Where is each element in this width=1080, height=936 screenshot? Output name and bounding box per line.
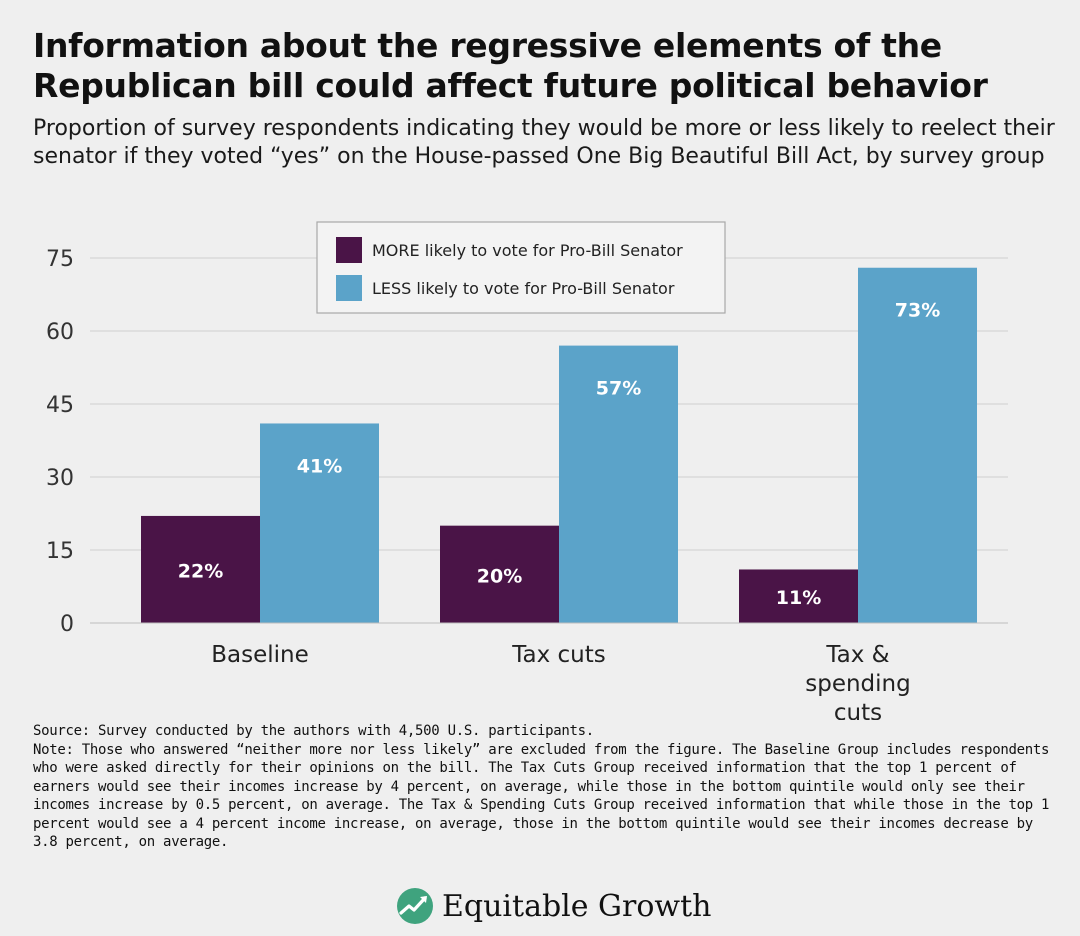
y-tick-label: 75 (46, 247, 74, 272)
legend-box (316, 221, 726, 314)
bar (559, 345, 678, 623)
legend-swatch (336, 237, 362, 263)
bar-data-label: 57% (596, 378, 641, 400)
source-note: Source: Survey conducted by the authors … (33, 723, 594, 739)
y-tick-label: 30 (46, 466, 74, 491)
bar-data-label: 20% (477, 565, 522, 587)
y-tick-label: 15 (46, 539, 74, 564)
x-category-label: Tax cuts (511, 642, 605, 668)
bar (440, 525, 559, 623)
methodology-note: Note: Those who answered “neither more n… (33, 741, 1050, 851)
bar (858, 267, 977, 623)
x-category-label: cuts (834, 700, 882, 720)
bar (260, 423, 379, 623)
y-tick-label: 60 (46, 320, 74, 345)
bar (141, 515, 260, 623)
bar-data-label: 11% (776, 587, 821, 609)
footnotes: Source: Survey conducted by the authors … (33, 722, 1063, 852)
chart-title: Information about the regressive element… (33, 26, 988, 105)
bar-data-label: 41% (297, 455, 342, 477)
x-category-label: Baseline (211, 642, 309, 668)
bar-data-label: 22% (178, 560, 223, 582)
y-tick-label: 0 (60, 612, 74, 637)
x-category-label: spending (805, 671, 910, 697)
x-category-label: Tax & (825, 642, 889, 668)
brand-name: Equitable Growth (442, 888, 712, 924)
chart-subtitle: Proportion of survey respondents indicat… (33, 116, 1055, 169)
legend-entry: LESS likely to vote for Pro-Bill Senator (372, 279, 675, 298)
legend-swatch (336, 275, 362, 301)
bar-chart: 0 15 30 45 60 75 22% 20% 11% 41% 57% 73% Baseline Tax… (46, 221, 1008, 720)
y-tick-label: 45 (46, 393, 74, 418)
brand-logo: Equitable Growth (396, 884, 711, 928)
bar-data-label: 73% (895, 300, 940, 322)
legend-entry: MORE likely to vote for Pro-Bill Senator (372, 241, 683, 260)
growth-leaf-icon (397, 888, 433, 924)
bar (739, 569, 858, 623)
